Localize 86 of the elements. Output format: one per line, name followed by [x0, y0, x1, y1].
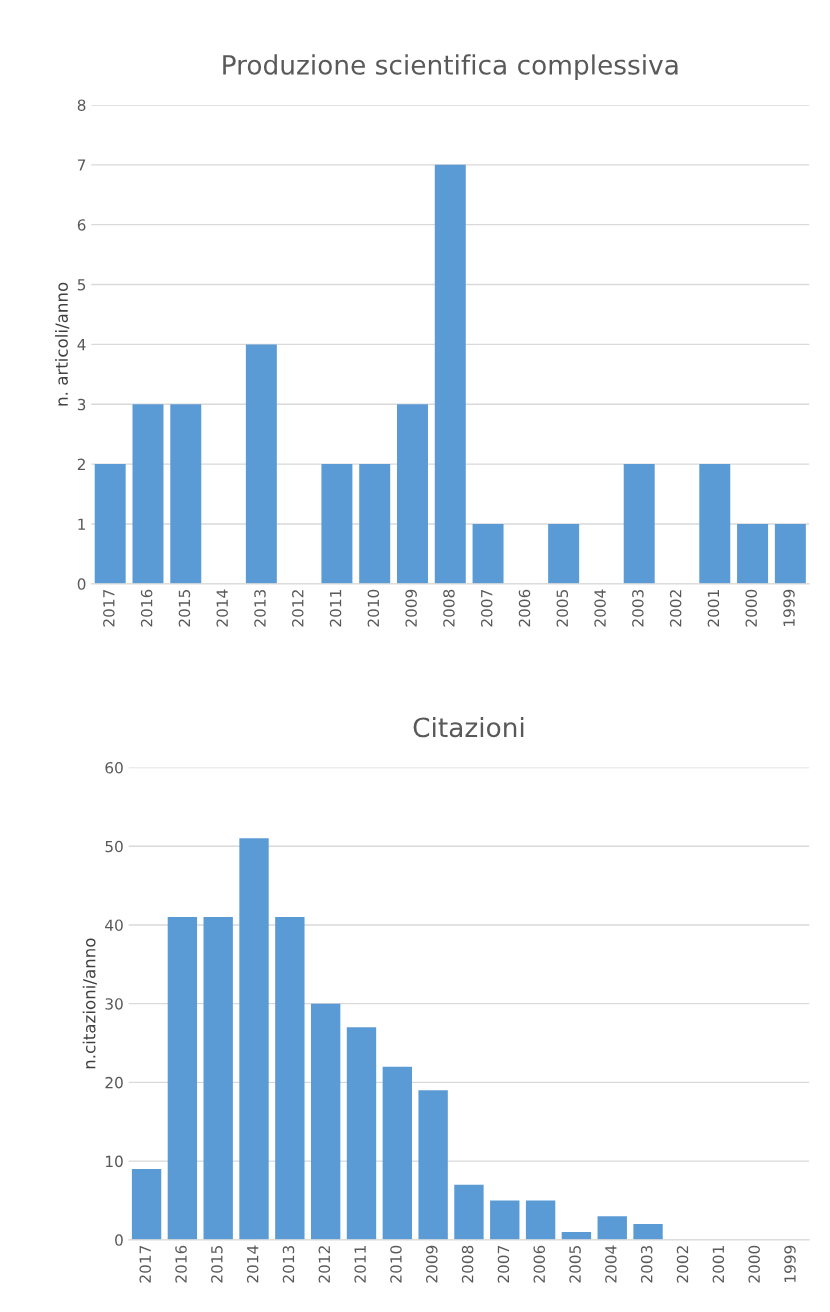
- bar: [548, 523, 580, 584]
- bar: [167, 917, 198, 1240]
- x-tick-label: 2015: [211, 1246, 223, 1283]
- x-tick-label: 2017: [139, 1246, 151, 1283]
- y-tick-label: 60: [105, 761, 123, 774]
- bar: [170, 404, 202, 584]
- x-tick-label: 2002: [669, 590, 682, 627]
- x-tick-label: 2000: [745, 589, 757, 627]
- bar: [472, 523, 504, 584]
- bar: [454, 1184, 484, 1240]
- x-tick-label: 2015: [178, 590, 191, 627]
- x-tick-label: 2003: [632, 589, 644, 627]
- x-tick-label: 2009: [426, 1245, 438, 1283]
- bar: [132, 404, 164, 584]
- x-tick-label: 2008: [443, 589, 455, 627]
- bar: [239, 838, 269, 1240]
- bar: [275, 917, 305, 1240]
- x-tick-label: 2010: [390, 1245, 402, 1283]
- x-tick-label: 2012: [292, 590, 304, 627]
- x-tick-label: 2010: [367, 589, 380, 627]
- x-tick-label: 2006: [518, 589, 531, 627]
- bar: [397, 404, 428, 584]
- bar: [774, 523, 806, 584]
- x-tick-label: 2011: [354, 1246, 366, 1283]
- y-axis-title: n. articoli/anno: [55, 282, 70, 406]
- bar: [633, 1224, 663, 1240]
- bar: [699, 464, 731, 584]
- x-tick-label: 2016: [175, 1245, 187, 1283]
- bar: [623, 464, 655, 584]
- chart-title: Citazioni: [413, 716, 524, 738]
- bar: [382, 1066, 412, 1240]
- chart-title: Produzione scientifica complessiva: [223, 54, 678, 80]
- x-tick-label: 2002: [676, 1246, 689, 1283]
- bar: [597, 1216, 627, 1240]
- y-tick-label: 1: [78, 518, 86, 530]
- x-tick-label: 1999: [784, 1245, 796, 1282]
- bar: [434, 164, 466, 584]
- bar: [321, 464, 353, 584]
- y-tick-label: 40: [105, 919, 123, 931]
- bar: [359, 464, 391, 584]
- x-tick-label: 2004: [594, 589, 606, 627]
- y-tick-label: 7: [77, 159, 86, 171]
- x-tick-label: 2007: [497, 1246, 510, 1283]
- x-tick-label: 2001: [707, 590, 720, 627]
- bar: [245, 344, 277, 584]
- x-tick-label: 2006: [533, 1245, 546, 1283]
- y-tick-label: 3: [77, 398, 86, 411]
- bar: [203, 917, 233, 1240]
- y-tick-label: 50: [105, 840, 123, 853]
- bar: [490, 1200, 520, 1240]
- x-tick-label: 2007: [480, 590, 493, 627]
- x-tick-label: 2000: [748, 1245, 760, 1283]
- x-tick-label: 2013: [282, 1245, 295, 1283]
- y-tick-label: 30: [105, 998, 123, 1010]
- y-tick-label: 6: [77, 219, 86, 231]
- bar: [310, 1003, 341, 1240]
- x-tick-label: 2012: [318, 1246, 331, 1283]
- y-tick-label: 10: [106, 1155, 123, 1168]
- y-tick-label: 5: [77, 279, 86, 291]
- x-tick-label: 2003: [640, 1245, 653, 1283]
- x-tick-label: 2014: [246, 1245, 259, 1283]
- bar: [346, 1027, 377, 1240]
- y-axis-title: n.citazioni/anno: [82, 938, 97, 1069]
- x-tick-label: 2016: [140, 589, 153, 627]
- y-tick-label: 0: [77, 578, 86, 590]
- bar: [131, 1168, 162, 1240]
- x-tick-label: 2013: [254, 589, 266, 627]
- y-tick-label: 4: [77, 339, 86, 351]
- x-tick-label: 2009: [405, 589, 417, 627]
- y-tick-label: 0: [115, 1234, 123, 1246]
- bar: [525, 1200, 556, 1240]
- y-tick-label: 20: [105, 1076, 123, 1089]
- x-tick-label: 2005: [556, 590, 569, 627]
- y-tick-label: 2: [77, 458, 85, 470]
- x-tick-label: 1999: [783, 589, 795, 626]
- x-tick-label: 2011: [329, 590, 342, 627]
- x-tick-label: 2008: [461, 1245, 474, 1283]
- y-tick-label: 8: [77, 99, 86, 111]
- bar: [737, 523, 769, 584]
- x-tick-label: 2017: [103, 590, 115, 627]
- x-tick-label: 2004: [605, 1245, 617, 1283]
- x-tick-label: 2014: [216, 589, 228, 627]
- x-tick-label: 2001: [712, 1246, 725, 1283]
- x-tick-label: 2005: [569, 1246, 581, 1283]
- bar: [418, 1090, 448, 1240]
- bar: [94, 464, 126, 584]
